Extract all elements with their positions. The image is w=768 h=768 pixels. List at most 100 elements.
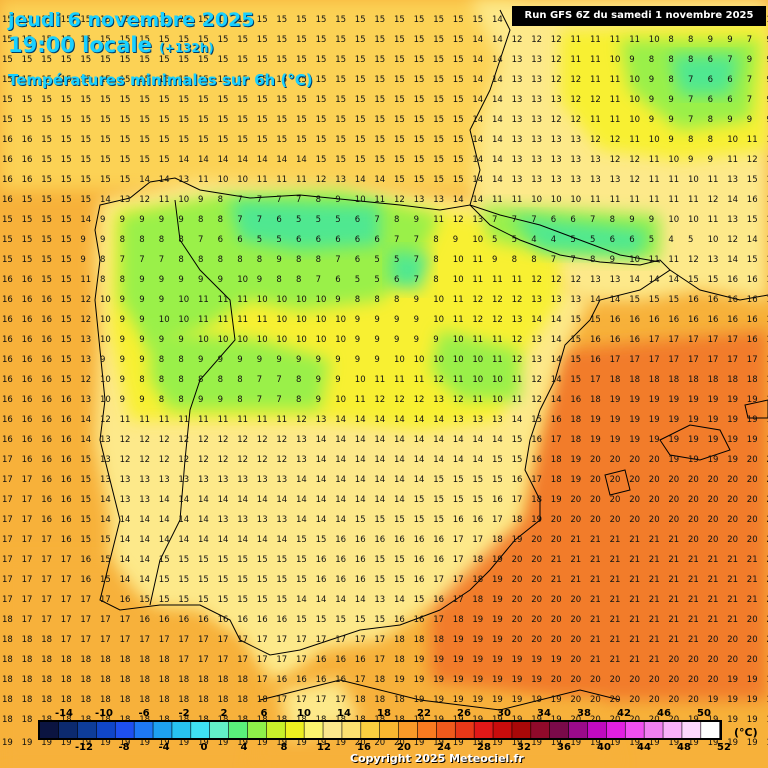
temperature-value: 15 (747, 255, 758, 265)
legend-swatch (247, 722, 267, 738)
temperature-value: 15 (374, 95, 385, 105)
temperature-value: 12 (492, 315, 503, 325)
temperature-value: 17 (2, 495, 13, 505)
temperature-value: 16 (433, 535, 444, 545)
temperature-value: 9 (120, 335, 125, 345)
temperature-value: 8 (237, 395, 242, 405)
temperature-value: 21 (668, 615, 679, 625)
temperature-value: 14 (472, 435, 483, 445)
temperature-value: 9 (120, 355, 125, 365)
temperature-value: 9 (218, 355, 223, 365)
legend-label-top: 46 (657, 708, 671, 719)
temperature-value: 14 (512, 415, 523, 425)
temperature-value: 15 (316, 535, 327, 545)
temperature-value: 15 (570, 315, 581, 325)
legend-swatch (77, 722, 97, 738)
temperature-value: 15 (178, 55, 189, 65)
temperature-value: 17 (649, 335, 660, 345)
temperature-value: 9 (355, 355, 360, 365)
temperature-value: 13 (316, 415, 327, 425)
temperature-value: 19 (139, 738, 150, 748)
temperature-value: 17 (453, 555, 464, 565)
temperature-value: 15 (159, 595, 170, 605)
temperature-value: 19 (512, 655, 523, 665)
temperature-value: 17 (2, 535, 13, 545)
temperature-value: 14 (178, 495, 189, 505)
temperature-value: 5 (688, 235, 693, 245)
temperature-value: 14 (100, 495, 111, 505)
temperature-value: 21 (668, 595, 679, 605)
temperature-value: 15 (80, 195, 91, 205)
temperature-value: 18 (41, 655, 52, 665)
temperature-value: 12 (570, 115, 581, 125)
temperature-value: 18 (2, 635, 13, 645)
temperature-value: 16 (61, 395, 72, 405)
temperature-value: 16 (2, 395, 13, 405)
temperature-value: 14 (492, 115, 503, 125)
temperature-value: 9 (198, 195, 203, 205)
temperature-value: 20 (649, 675, 660, 685)
temperature-value: 15 (100, 15, 111, 25)
temperature-value: 17 (41, 575, 52, 585)
temperature-value: 8 (688, 55, 693, 65)
temperature-value: 15 (590, 315, 601, 325)
temperature-value: 15 (2, 215, 13, 225)
iberia-coastline (94, 177, 671, 656)
legend-label-top: 50 (697, 708, 711, 719)
temperature-value: 17 (61, 555, 72, 565)
temperature-value: 14 (453, 455, 464, 465)
temperature-value: 19 (610, 738, 621, 748)
temperature-value: 11 (414, 375, 425, 385)
temperature-value: 15 (316, 135, 327, 145)
temperature-value: 6 (708, 95, 713, 105)
temperature-value: 10 (218, 335, 229, 345)
temperature-value: 7 (139, 255, 144, 265)
temperature-value: 15 (570, 375, 581, 385)
temperature-value: 10 (100, 295, 111, 305)
temperature-value: 19 (296, 738, 307, 748)
temperature-value: 20 (668, 655, 679, 665)
temperature-value: 15 (198, 95, 209, 105)
temperature-value: 14 (159, 515, 170, 525)
temperature-value: 13 (531, 295, 542, 305)
temperature-value: 14 (394, 595, 405, 605)
temperature-value: 21 (590, 535, 601, 545)
temperature-value: 9 (218, 275, 223, 285)
temperature-value: 16 (766, 295, 768, 305)
temperature-value: 15 (414, 35, 425, 45)
temperature-value: 15 (61, 75, 72, 85)
temperature-value: 9 (139, 315, 144, 325)
temperature-value: 19 (276, 738, 287, 748)
temperature-value: 20 (551, 635, 562, 645)
temperature-value: 8 (218, 375, 223, 385)
temperature-value: 15 (41, 35, 52, 45)
temperature-value: 20 (766, 575, 768, 585)
temperature-value: 5 (649, 235, 654, 245)
temperature-value: 16 (355, 655, 366, 665)
temperature-value: 7 (414, 235, 419, 245)
temperature-value: 18 (218, 675, 229, 685)
legend-swatch (115, 722, 134, 738)
legend-label-bottom: 32 (517, 742, 531, 753)
temperature-value: 19 (747, 415, 758, 425)
temperature-value: 13 (610, 275, 621, 285)
temperature-value: 15 (335, 615, 346, 625)
temperature-value: 15 (414, 55, 425, 65)
temperature-value: 15 (296, 35, 307, 45)
temperature-value: 19 (22, 738, 33, 748)
legend-swatch (96, 722, 115, 738)
temperature-value: 18 (237, 695, 248, 705)
temperature-value: 18 (590, 395, 601, 405)
temperature-value: 15 (218, 35, 229, 45)
temperature-value: 15 (139, 35, 150, 45)
temperature-value: 12 (120, 435, 131, 445)
temperature-value: 10 (472, 235, 483, 245)
temperature-value: 13 (80, 395, 91, 405)
temperature-value: 19 (708, 455, 719, 465)
temperature-value: 15 (335, 155, 346, 165)
temperature-value: 17 (453, 575, 464, 585)
legend-label-top: 30 (497, 708, 511, 719)
temperature-value: 9 (80, 255, 85, 265)
temperature-value: 9 (766, 75, 768, 85)
temperature-value: 17 (257, 635, 268, 645)
